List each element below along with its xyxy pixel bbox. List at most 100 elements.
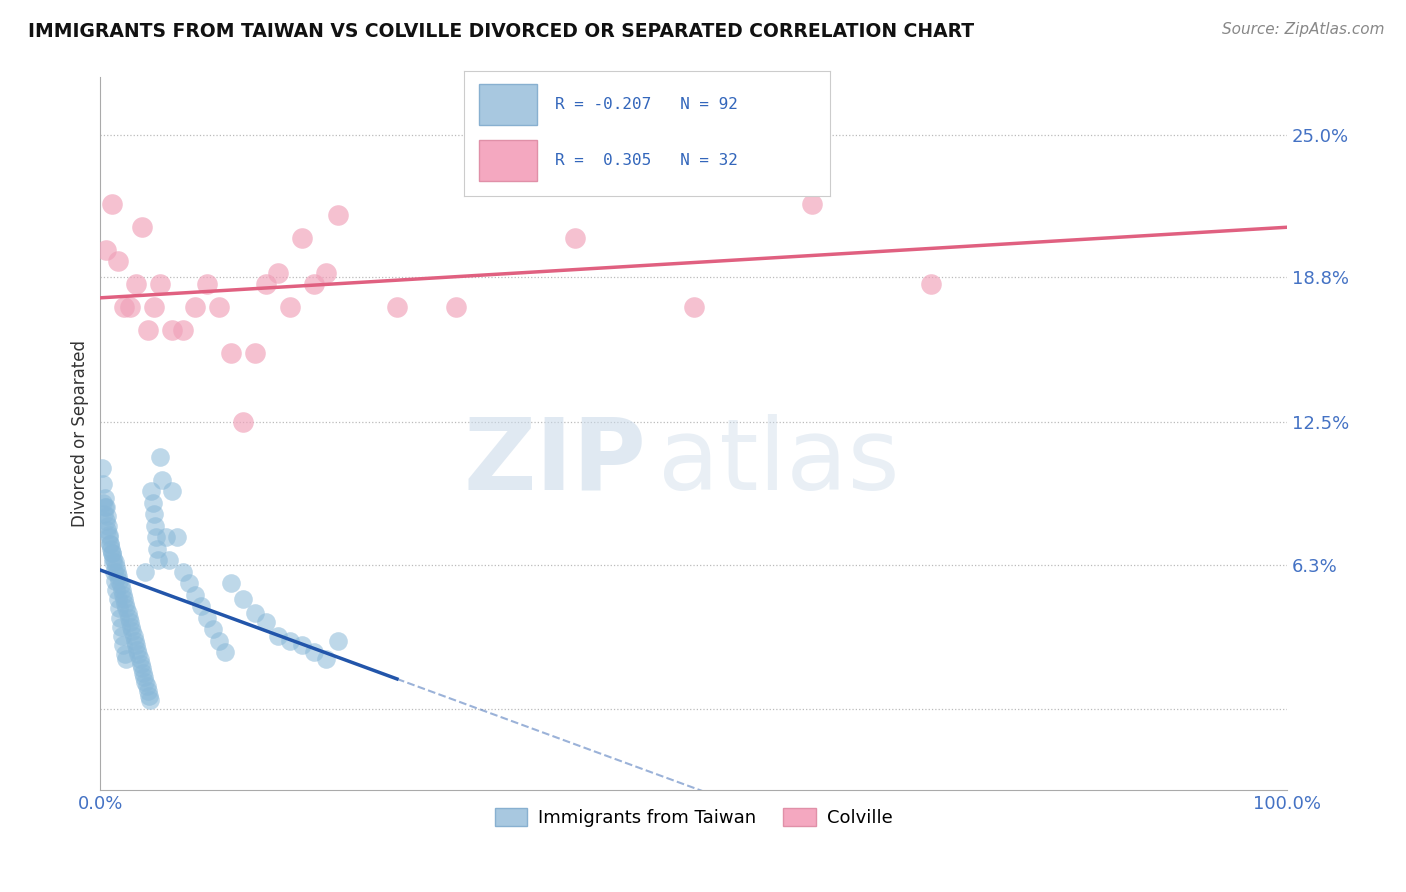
Point [101, 197, 124, 211]
Point [232, 592, 254, 607]
Point [195, 610, 218, 624]
Point [243, 606, 266, 620]
Point [91, 461, 114, 475]
Point [256, 277, 278, 292]
Point [141, 495, 163, 509]
Point [96, 243, 118, 257]
Point [107, 569, 129, 583]
Point [385, 300, 408, 314]
Point [98, 528, 121, 542]
Point [100, 537, 122, 551]
Point [93, 507, 115, 521]
Point [111, 629, 134, 643]
Point [267, 629, 290, 643]
Point [208, 633, 231, 648]
Point [172, 323, 194, 337]
Bar [478, 140, 537, 181]
Point [104, 574, 127, 588]
Point [157, 553, 180, 567]
Point [121, 624, 143, 639]
Point [128, 652, 150, 666]
Point [129, 657, 152, 671]
Point [103, 555, 125, 569]
Point [131, 219, 153, 234]
Point [132, 665, 155, 680]
Point [136, 323, 159, 337]
Point [232, 415, 254, 429]
Point [117, 606, 139, 620]
Point [125, 638, 148, 652]
Point [214, 645, 236, 659]
Point [302, 277, 325, 292]
Point [98, 537, 121, 551]
Text: ZIP: ZIP [463, 414, 647, 511]
Point [219, 346, 242, 360]
Point [97, 530, 120, 544]
Point [278, 300, 301, 314]
Point [920, 277, 942, 292]
Point [91, 495, 114, 509]
Point [145, 530, 167, 544]
Point [115, 652, 138, 666]
Point [195, 277, 218, 292]
Point [112, 300, 135, 314]
Point [326, 208, 349, 222]
Point [139, 693, 162, 707]
Point [110, 620, 132, 634]
Point [143, 518, 166, 533]
Point [208, 300, 231, 314]
Point [118, 300, 141, 314]
Point [160, 484, 183, 499]
Point [135, 680, 157, 694]
Point [107, 601, 129, 615]
Point [124, 633, 146, 648]
Point [134, 670, 156, 684]
Point [111, 588, 134, 602]
Point [160, 323, 183, 337]
Bar [478, 84, 537, 125]
Point [136, 684, 159, 698]
Point [166, 530, 188, 544]
Point [446, 300, 468, 314]
Point [101, 555, 124, 569]
Point [103, 565, 125, 579]
Point [108, 574, 131, 588]
Point [101, 546, 124, 560]
Point [114, 648, 136, 662]
Text: IMMIGRANTS FROM TAIWAN VS COLVILLE DIVORCED OR SEPARATED CORRELATION CHART: IMMIGRANTS FROM TAIWAN VS COLVILLE DIVOR… [28, 22, 974, 41]
Point [127, 642, 149, 657]
Point [118, 615, 141, 629]
Point [96, 514, 118, 528]
Point [112, 638, 135, 652]
Point [105, 582, 128, 597]
Point [291, 638, 314, 652]
Point [100, 546, 122, 560]
Point [94, 500, 117, 515]
Point [107, 592, 129, 607]
Point [108, 610, 131, 624]
Point [179, 576, 201, 591]
Point [127, 648, 149, 662]
Point [149, 277, 172, 292]
Point [131, 661, 153, 675]
Point [107, 254, 129, 268]
Point [149, 450, 172, 464]
Text: R = -0.207   N = 92: R = -0.207 N = 92 [555, 97, 738, 112]
Point [125, 277, 148, 292]
Point [219, 576, 242, 591]
Point [315, 266, 337, 280]
Point [682, 300, 704, 314]
Point [105, 565, 128, 579]
Text: R =  0.305   N = 32: R = 0.305 N = 32 [555, 153, 738, 169]
Point [155, 530, 177, 544]
Point [138, 689, 160, 703]
Point [302, 645, 325, 659]
Point [110, 578, 132, 592]
Point [278, 633, 301, 648]
Point [100, 541, 122, 556]
Point [148, 553, 170, 567]
Point [190, 599, 212, 613]
Point [146, 541, 169, 556]
Point [315, 652, 337, 666]
Point [326, 633, 349, 648]
